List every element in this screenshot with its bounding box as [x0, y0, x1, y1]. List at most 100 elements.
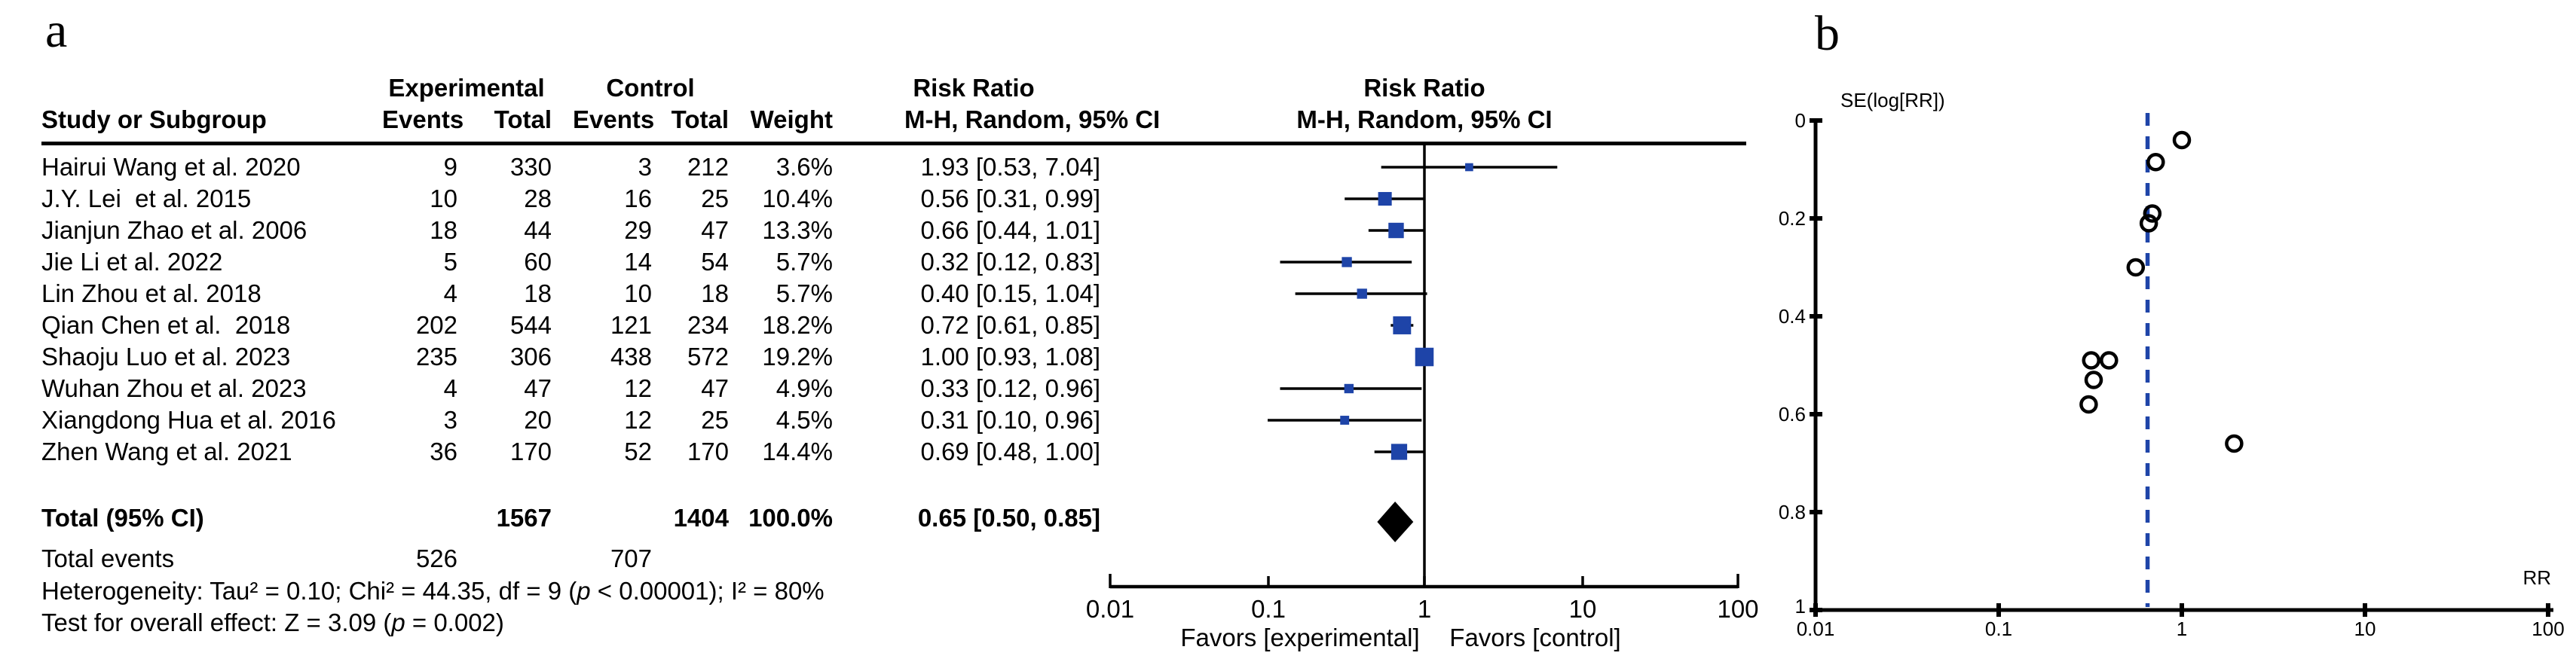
events-ctrl: 121: [610, 311, 652, 339]
header-risk-ratio: Risk Ratio: [913, 74, 1035, 102]
header-study: Study or Subgroup: [41, 105, 267, 133]
weight: 4.5%: [776, 406, 833, 434]
study-name: Zhen Wang et al. 2021: [41, 438, 292, 465]
funnel-point: [2146, 153, 2165, 172]
total-exp: 306: [509, 343, 552, 371]
rr-ci-text: 0.31 [0.10, 0.96]: [920, 406, 1100, 434]
heterogeneity-post: < 0.00001); I² = 80%: [590, 577, 825, 605]
rr-ci-text: 1.00 [0.93, 1.08]: [920, 343, 1100, 371]
total-exp: 20: [524, 406, 552, 434]
events-ctrl: 10: [624, 279, 652, 307]
effect-square: [1357, 288, 1367, 299]
header-total-ctrl: Total: [671, 105, 729, 133]
weight: 4.9%: [776, 374, 833, 402]
events-ctrl: 14: [624, 248, 652, 276]
effect-square: [1390, 444, 1408, 460]
total-ctrl: 54: [701, 248, 729, 276]
overall-effect-p: p: [391, 609, 405, 636]
effect-square: [1388, 222, 1404, 239]
weight: 3.6%: [776, 153, 833, 181]
header-control: Control: [606, 74, 695, 102]
funnel-y-tick-0.2: 0.2: [1778, 207, 1806, 230]
events-ctrl: 3: [638, 153, 652, 181]
funnel-x-tick-10: 10: [2354, 618, 2376, 640]
forest-table-header-groups: Experimental Control Risk Ratio: [41, 72, 1100, 104]
funnel-point: [2100, 351, 2119, 370]
weight: 5.7%: [776, 248, 833, 276]
study-name: Lin Zhou et al. 2018: [41, 279, 262, 307]
funnel-y-tick-0: 0: [1794, 109, 1806, 132]
events-ctrl: 12: [624, 406, 652, 434]
total-ctrl: 47: [701, 216, 729, 244]
heterogeneity-text: Heterogeneity: Tau² = 0.10; Chi² = 44.35…: [41, 575, 825, 607]
funnel-y-tick-0.6: 0.6: [1778, 403, 1806, 426]
favors-control-label: Favors [control]: [1449, 624, 1621, 651]
total-diamond: [1377, 502, 1414, 542]
header-rule: [41, 142, 1746, 145]
table-row: Lin Zhou et al. 2018 4 18 10 18 5.7% 0.4…: [41, 278, 1100, 310]
total-row: Total (95% CI) 1567 1404 100.0% 0.65 [0.…: [41, 502, 1100, 534]
study-name: Jie Li et al. 2022: [41, 248, 223, 276]
total-ctrl-sum: 1404: [673, 504, 729, 532]
overall-effect-text: Test for overall effect: Z = 3.09 (p = 0…: [41, 607, 504, 639]
study-name: Wuhan Zhou et al. 2023: [41, 374, 307, 402]
study-name: Qian Chen et al. 2018: [41, 311, 291, 339]
panel-a-label: a: [45, 3, 68, 58]
effect-square: [1378, 191, 1392, 206]
rr-ci-text: 0.72 [0.61, 0.85]: [920, 311, 1100, 339]
study-name: J.Y. Lei et al. 2015: [41, 185, 252, 212]
heterogeneity-pre: Heterogeneity: Tau² = 0.10; Chi² = 44.35…: [41, 577, 577, 605]
total-exp: 47: [524, 374, 552, 402]
funnel-y-tick-0.8: 0.8: [1778, 501, 1806, 523]
table-row: Zhen Wang et al. 2021 36 170 52 170 14.4…: [41, 436, 1100, 468]
table-row: Shaoju Luo et al. 2023 235 306 438 572 1…: [41, 341, 1100, 373]
weight: 13.3%: [762, 216, 833, 244]
funnel-point: [2172, 130, 2192, 150]
header-total-exp: Total: [494, 105, 552, 133]
graph-header-line1: Risk Ratio: [1363, 74, 1485, 102]
header-method: M-H, Random, 95% CI: [904, 105, 1161, 133]
header-events-ctrl: Events: [573, 105, 655, 133]
effect-square: [1342, 257, 1352, 267]
events-ctrl: 438: [610, 343, 652, 371]
funnel-point: [2084, 371, 2103, 389]
total-events-label: Total events: [41, 544, 175, 572]
effect-square: [1465, 163, 1473, 172]
events-exp: 36: [430, 438, 457, 465]
events-exp: 10: [430, 185, 457, 212]
total-ctrl: 212: [687, 153, 729, 181]
total-exp: 170: [509, 438, 552, 465]
header-weight: Weight: [750, 105, 833, 133]
events-ctrl: 16: [624, 185, 652, 212]
study-name: Xiangdong Hua et al. 2016: [41, 406, 336, 434]
table-row: Hairui Wang et al. 2020 9 330 3 212 3.6%…: [41, 151, 1100, 183]
funnel-point: [2143, 204, 2162, 223]
total-ctrl: 25: [701, 185, 729, 212]
weight: 14.4%: [762, 438, 833, 465]
events-exp: 5: [443, 248, 457, 276]
events-ctrl: 12: [624, 374, 652, 402]
funnel-y-tick-1: 1: [1794, 595, 1806, 618]
total-ctrl: 234: [687, 311, 729, 339]
forest-axis-tick-0.01: 0.01: [1085, 595, 1135, 623]
forest-axis-tick-10: 10: [1568, 595, 1597, 623]
total-events-exp: 526: [415, 544, 457, 572]
favors-experimental-label: Favors [experimental]: [1180, 624, 1420, 651]
events-exp: 202: [415, 311, 457, 339]
funnel-x-axis-title: RR: [2522, 566, 2551, 589]
total-label: Total (95% CI): [41, 504, 204, 532]
effect-square: [1415, 347, 1434, 367]
rr-ci-text: 0.56 [0.31, 0.99]: [920, 185, 1100, 212]
funnel-plot-marks: [2079, 113, 2244, 607]
funnel-y-axis-title: SE(log[RR]): [1840, 89, 1945, 111]
effect-square: [1340, 416, 1350, 425]
rr-ci-text: 0.69 [0.48, 1.00]: [920, 438, 1100, 465]
study-name: Hairui Wang et al. 2020: [41, 153, 301, 181]
total-exp: 544: [509, 311, 552, 339]
overall-effect-post: = 0.002): [405, 609, 504, 636]
total-events-row: Total events 526 707: [41, 543, 1100, 575]
table-row: Qian Chen et al. 2018 202 544 121 234 18…: [41, 310, 1100, 341]
heterogeneity-p: p: [577, 577, 591, 605]
total-exp: 44: [524, 216, 552, 244]
